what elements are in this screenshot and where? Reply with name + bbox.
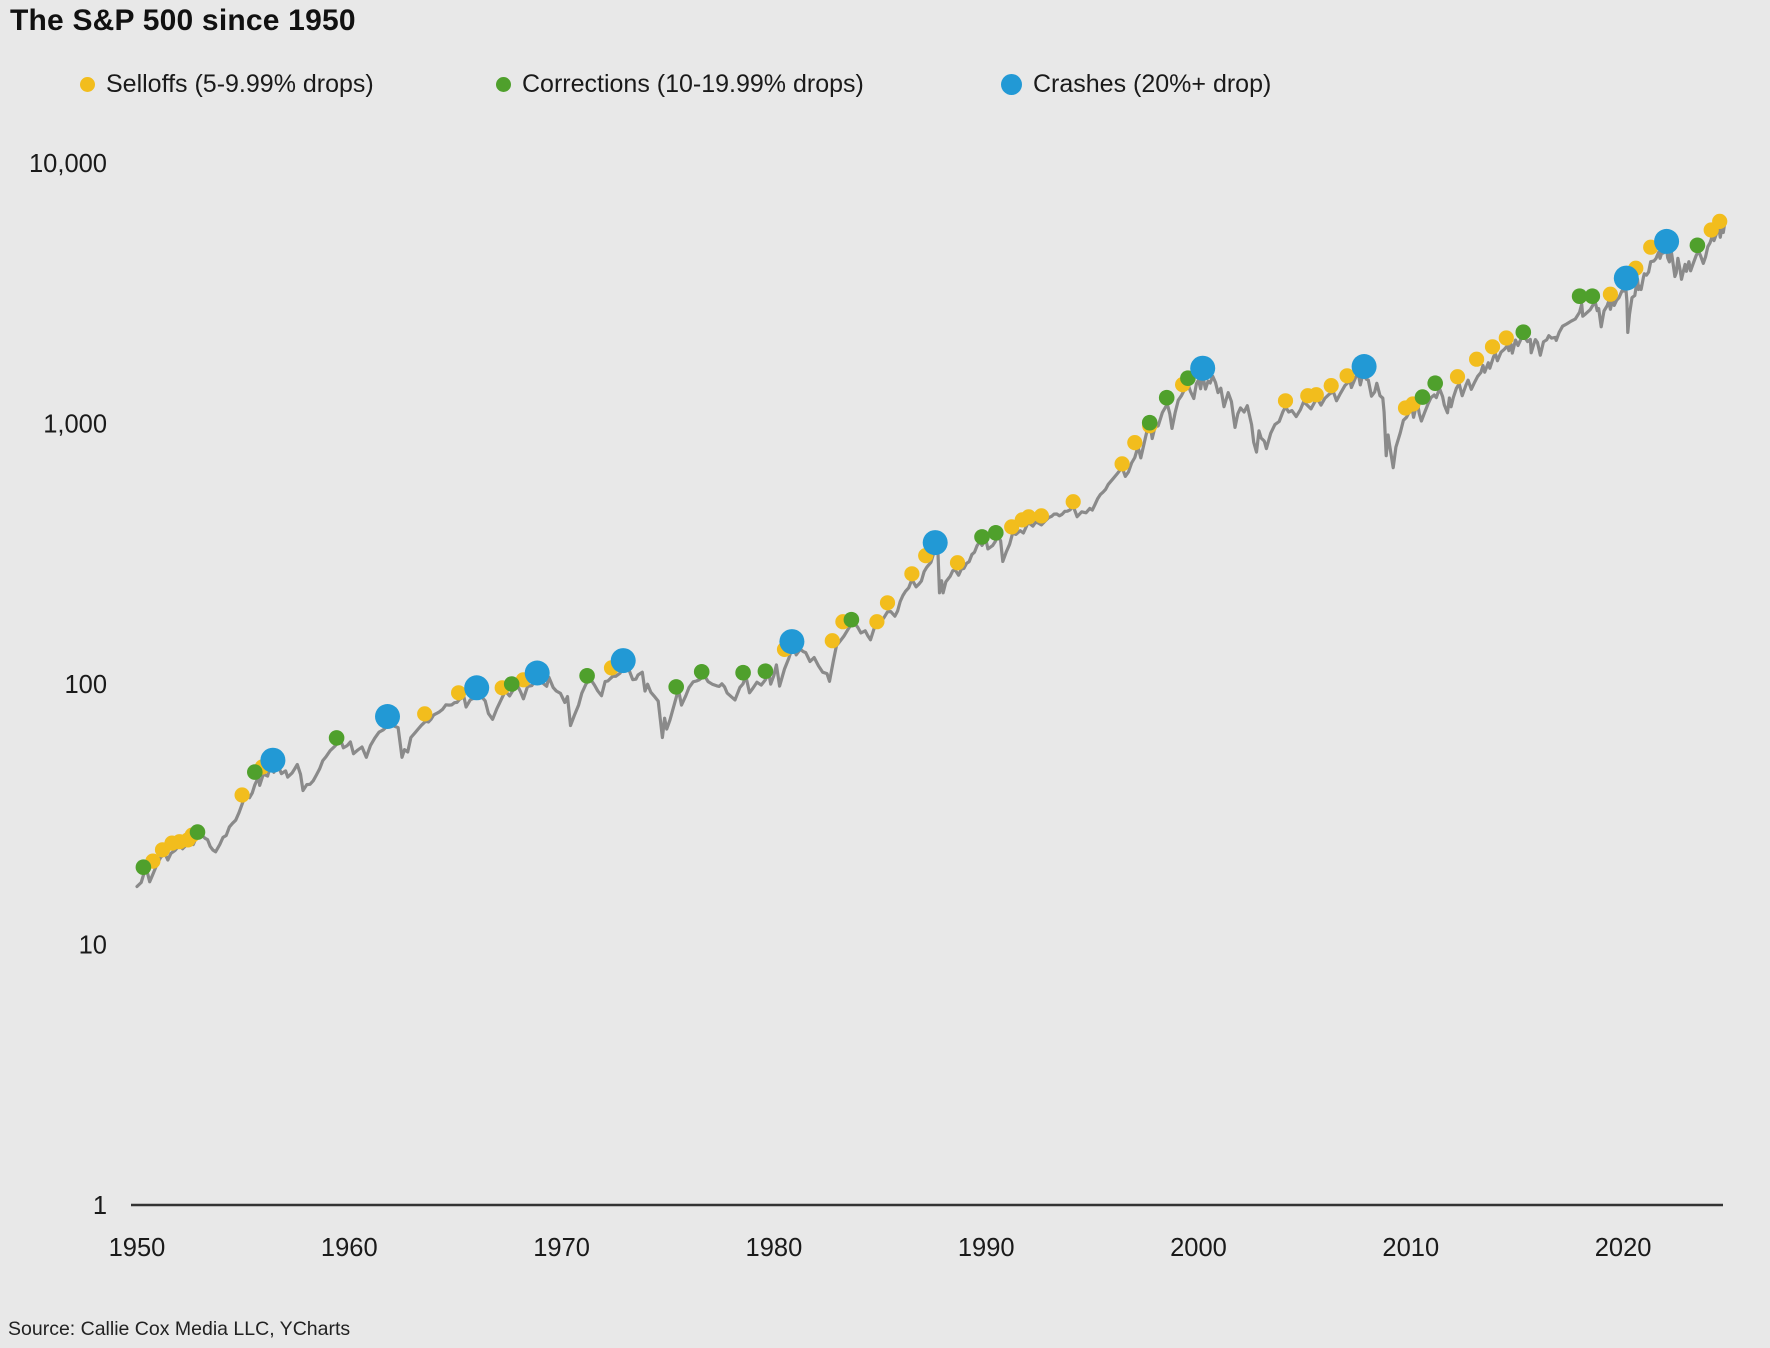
- legend-item-crashes: Crashes (20%+ drop): [1001, 62, 1271, 106]
- correction-marker: [328, 730, 345, 746]
- crashe-marker: [1613, 265, 1639, 291]
- x-axis-tick-label: 1950: [109, 1234, 166, 1262]
- selloff-marker: [1127, 435, 1143, 451]
- correction-marker: [503, 676, 520, 692]
- x-axis-tick-label: 1980: [746, 1234, 803, 1262]
- selloff-marker: [949, 555, 966, 571]
- crashe-marker: [922, 530, 948, 556]
- correction-marker: [579, 668, 595, 684]
- crashe-marker: [1190, 355, 1216, 381]
- selloff-marker: [1021, 509, 1037, 525]
- correction-marker: [1571, 288, 1588, 305]
- legend-label: Corrections (10-19.99% drops): [522, 69, 864, 98]
- selloff-marker: [1323, 378, 1339, 394]
- selloff-marker: [1065, 494, 1081, 510]
- selloff-marker: [869, 614, 885, 630]
- correction-marker: [974, 529, 990, 545]
- correction-marker: [247, 764, 263, 780]
- correction-marker: [1515, 324, 1532, 341]
- selloff-marker: [1114, 456, 1130, 472]
- chart-title: The S&P 500 since 1950: [10, 4, 356, 37]
- correction-marker: [1689, 237, 1706, 254]
- correction-marker: [1158, 389, 1175, 406]
- selloff-dot-icon: [80, 76, 95, 92]
- x-axis-tick-label: 1960: [321, 1234, 378, 1262]
- selloff-marker: [879, 595, 896, 611]
- selloff-marker: [1484, 339, 1501, 355]
- selloff-marker: [234, 787, 250, 803]
- selloff-marker: [1712, 213, 1728, 229]
- correction-marker: [1141, 414, 1158, 431]
- y-axis-tick-label: 100: [64, 671, 107, 699]
- correction-marker: [189, 824, 206, 840]
- chart-legend: Selloffs (5-9.99% drops) Corrections (10-…: [0, 62, 1770, 106]
- selloff-marker: [904, 566, 920, 582]
- crashe-marker: [375, 704, 400, 729]
- correction-marker: [988, 525, 1004, 541]
- crashe-marker: [464, 675, 490, 701]
- correction-marker: [668, 679, 684, 695]
- selloff-marker: [1469, 351, 1485, 367]
- selloff-marker: [1033, 508, 1049, 524]
- x-axis-tick-label: 1990: [958, 1234, 1015, 1262]
- selloff-marker: [451, 685, 467, 701]
- source-note: Source: Callie Cox Media LLC, YCharts: [8, 1318, 351, 1340]
- selloff-marker: [1498, 330, 1514, 346]
- crashe-marker: [779, 629, 805, 655]
- selloff-marker: [1602, 286, 1618, 302]
- legend-label: Crashes (20%+ drop): [1033, 69, 1272, 98]
- legend-item-selloffs: Selloffs (5-9.99% drops): [80, 62, 374, 106]
- selloff-marker: [1277, 393, 1294, 409]
- x-axis-tick-label: 2010: [1382, 1234, 1439, 1262]
- correction-marker: [1584, 288, 1601, 305]
- correction-dot-icon: [496, 76, 511, 92]
- crashe-marker: [1351, 354, 1377, 379]
- y-axis-tick-label: 10: [79, 932, 107, 960]
- x-axis-tick-label: 2000: [1170, 1234, 1227, 1262]
- correction-marker: [1414, 389, 1431, 405]
- crashe-marker: [524, 660, 550, 686]
- selloff-marker: [1308, 387, 1324, 403]
- selloff-marker: [1449, 369, 1466, 385]
- correction-marker: [1427, 375, 1443, 392]
- legend-item-corrections: Corrections (10-19.99% drops): [496, 62, 864, 106]
- legend-label: Selloffs (5-9.99% drops): [106, 69, 374, 98]
- correction-marker: [757, 663, 774, 679]
- correction-marker: [693, 664, 710, 680]
- selloff-marker: [417, 706, 433, 722]
- correction-marker: [843, 611, 860, 628]
- crashe-marker: [1654, 228, 1680, 254]
- crash-dot-icon: [1001, 73, 1022, 95]
- selloff-marker: [824, 633, 840, 649]
- x-axis-tick-label: 2020: [1595, 1234, 1652, 1262]
- correction-marker: [735, 664, 751, 681]
- selloff-marker: [1339, 368, 1355, 384]
- crashe-marker: [610, 648, 636, 674]
- y-axis-tick-label: 1,000: [43, 411, 107, 439]
- y-axis-tick-label: 10,000: [29, 150, 107, 178]
- crashe-marker: [260, 747, 286, 773]
- x-axis-tick-label: 1970: [533, 1234, 590, 1262]
- y-axis-tick-label: 1: [93, 1192, 107, 1220]
- correction-marker: [135, 859, 152, 875]
